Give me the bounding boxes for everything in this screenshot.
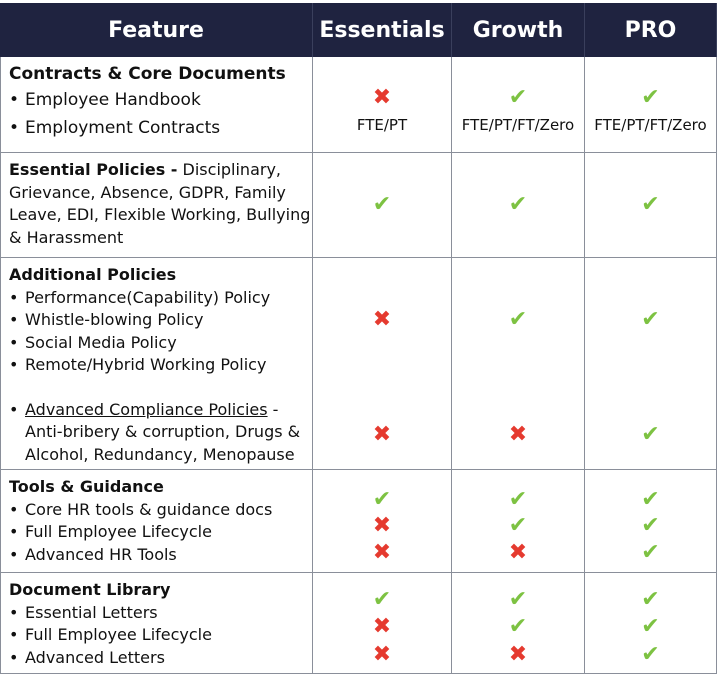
row-title: Essential Policies - bbox=[9, 160, 178, 179]
row-title-line: Tools & Guidance bbox=[9, 476, 312, 499]
feature-cell: Additional Policies Performance(Capabilit… bbox=[0, 258, 313, 470]
check-icon: ✔ bbox=[508, 614, 528, 639]
spacer bbox=[9, 377, 312, 399]
list-item: Core HR tools & guidance docs bbox=[9, 499, 312, 522]
advanced-description: - Anti-bribery & corruption, Drugs & Alc… bbox=[25, 399, 301, 464]
check-icon: ✔ bbox=[641, 307, 660, 332]
growth-cell: ✔ ✔ ✖ bbox=[452, 470, 585, 573]
check-icon: ✔ bbox=[508, 307, 528, 332]
list-item: Social Media Policy bbox=[9, 332, 312, 355]
cross-icon: ✖ bbox=[372, 642, 392, 667]
essentials-cell: ✔ ✖ ✖ bbox=[313, 573, 452, 674]
row-description: Essential Policies - Disciplinary, Griev… bbox=[9, 159, 312, 249]
feature-cell: Contracts & Core DocumentsEmployee Handb… bbox=[0, 57, 313, 153]
cross-icon: ✖ bbox=[508, 422, 528, 447]
row-title: Document Library bbox=[9, 580, 171, 599]
feature-cell: Tools & Guidance Core HR tools & guidance… bbox=[0, 470, 313, 573]
growth-cell: ✔ ✔ ✖ bbox=[452, 573, 585, 674]
advanced-compliance-link[interactable]: Advanced Compliance Policies bbox=[25, 399, 268, 419]
list-item: Full Employee Lifecycle bbox=[9, 521, 312, 544]
pro-cell: ✔ bbox=[585, 153, 717, 258]
list-item: Remote/Hybrid Working Policy bbox=[9, 354, 312, 377]
header-feature: Feature bbox=[0, 3, 313, 57]
cross-icon: ✖ bbox=[372, 85, 392, 110]
description-text: Disciplinary, Grievance, Absence, GDPR, … bbox=[9, 160, 311, 247]
header-growth: Growth bbox=[452, 3, 585, 57]
plan-note: FTE/PT bbox=[356, 116, 408, 134]
growth-cell: ✔ ✖ bbox=[452, 258, 585, 470]
essentials-cell: ✔ ✖ ✖ bbox=[313, 470, 452, 573]
row-title-line: Additional Policies bbox=[9, 264, 312, 287]
row-title: Contracts & Core Documents bbox=[9, 64, 286, 84]
check-icon: ✔ bbox=[372, 487, 392, 512]
row-title: Additional Policies bbox=[9, 265, 177, 284]
check-icon: ✔ bbox=[641, 642, 660, 667]
check-icon: ✔ bbox=[641, 513, 660, 538]
row-title-line: Contracts & Core Documents bbox=[9, 63, 312, 86]
cross-icon: ✖ bbox=[372, 540, 392, 565]
cross-icon: ✖ bbox=[372, 307, 392, 332]
essentials-cell: ✖ FTE/PT bbox=[313, 57, 452, 153]
cross-icon: ✖ bbox=[372, 614, 392, 639]
cross-icon: ✖ bbox=[508, 642, 528, 667]
feature-cell: Essential Policies - Disciplinary, Griev… bbox=[0, 153, 313, 258]
list-item: Advanced HR Tools bbox=[9, 544, 312, 567]
list-item-advanced: Advanced Compliance Policies - Anti-brib… bbox=[9, 399, 312, 467]
feature-cell: Document Library Essential LettersFull Em… bbox=[0, 573, 313, 674]
check-icon: ✔ bbox=[508, 587, 528, 612]
check-icon: ✔ bbox=[508, 487, 528, 512]
list-item: Full Employee Lifecycle bbox=[9, 624, 312, 647]
plan-note: FTE/PT/FT/Zero bbox=[594, 116, 707, 134]
check-icon: ✔ bbox=[372, 192, 392, 217]
check-icon: ✔ bbox=[641, 487, 660, 512]
header-essentials: Essentials bbox=[313, 3, 452, 57]
check-icon: ✔ bbox=[641, 422, 660, 447]
check-icon: ✔ bbox=[372, 587, 392, 612]
check-icon: ✔ bbox=[508, 85, 528, 110]
list-item: Employee Handbook bbox=[9, 86, 312, 114]
row-title-line: Document Library bbox=[9, 579, 312, 602]
essentials-cell: ✖ ✖ bbox=[313, 258, 452, 470]
list-item: Employment Contracts bbox=[9, 114, 312, 142]
list-item: Performance(Capability) Policy bbox=[9, 287, 312, 310]
growth-cell: ✔ FTE/PT/FT/Zero bbox=[452, 57, 585, 153]
plan-note: FTE/PT/FT/Zero bbox=[461, 116, 575, 134]
pro-cell: ✔ ✔ bbox=[585, 258, 717, 470]
check-icon: ✔ bbox=[641, 85, 660, 110]
check-icon: ✔ bbox=[508, 513, 528, 538]
header-pro: PRO bbox=[585, 3, 717, 57]
growth-cell: ✔ bbox=[452, 153, 585, 258]
check-icon: ✔ bbox=[641, 192, 660, 217]
check-icon: ✔ bbox=[641, 587, 660, 612]
row-title: Tools & Guidance bbox=[9, 477, 164, 496]
check-icon: ✔ bbox=[508, 192, 528, 217]
cross-icon: ✖ bbox=[372, 513, 392, 538]
list-item: Whistle-blowing Policy bbox=[9, 309, 312, 332]
list-item: Advanced Letters bbox=[9, 647, 312, 670]
check-icon: ✔ bbox=[641, 540, 660, 565]
pro-cell: ✔ ✔ ✔ bbox=[585, 573, 717, 674]
essentials-cell: ✔ bbox=[313, 153, 452, 258]
pro-cell: ✔ ✔ ✔ bbox=[585, 470, 717, 573]
pro-cell: ✔ FTE/PT/FT/Zero bbox=[585, 57, 717, 153]
list-item: Essential Letters bbox=[9, 602, 312, 625]
cross-icon: ✖ bbox=[372, 422, 392, 447]
check-icon: ✔ bbox=[641, 614, 660, 639]
cross-icon: ✖ bbox=[508, 540, 528, 565]
